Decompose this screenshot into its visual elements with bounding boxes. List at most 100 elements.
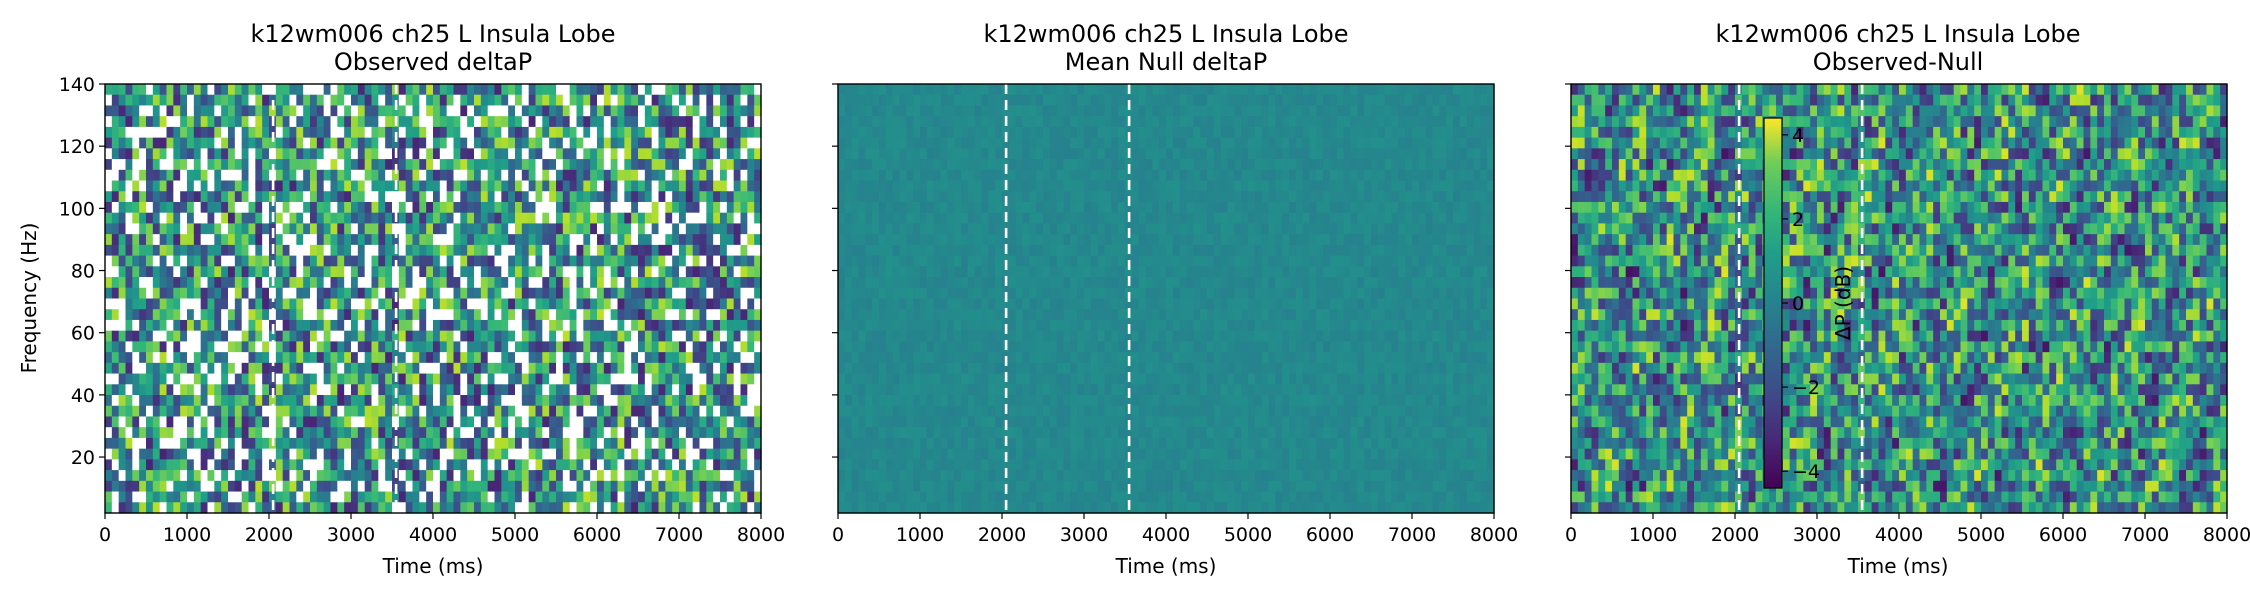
heatmap-cell [685, 212, 694, 225]
heatmap-cell [685, 277, 694, 289]
heatmap-cell [1049, 159, 1058, 171]
heatmap-cell [1241, 191, 1249, 203]
heatmap-cell [679, 437, 687, 450]
heatmap-cell [590, 405, 598, 418]
heatmap-cell [549, 405, 557, 418]
heatmap-cell [672, 319, 680, 332]
heatmap-cell [1090, 137, 1099, 149]
heatmap-cell [412, 137, 420, 149]
heatmap-cell [125, 502, 133, 514]
heatmap-cell [576, 309, 584, 321]
heatmap-cell [180, 266, 188, 278]
heatmap-cell [699, 137, 707, 149]
heatmap-cell [255, 255, 263, 267]
heatmap-cell [535, 223, 543, 235]
heatmap-cell [865, 116, 873, 128]
heatmap-cell [214, 137, 222, 149]
heatmap-cell [583, 266, 591, 278]
heatmap-cell [282, 384, 291, 396]
heatmap-cell [1487, 126, 1495, 139]
heatmap-cell [610, 405, 619, 418]
heatmap-cell [275, 491, 284, 503]
heatmap-cell [624, 448, 632, 460]
heatmap-cell [173, 298, 181, 310]
heatmap-cell [733, 212, 742, 225]
heatmap-cell [453, 277, 461, 289]
heatmap-cell [275, 395, 284, 407]
heatmap-cell [105, 126, 113, 139]
heatmap-cell [713, 169, 721, 182]
heatmap-cell [967, 84, 976, 96]
heatmap-cell [1186, 191, 1194, 203]
heatmap-cell [740, 244, 748, 257]
heatmap-cell [262, 480, 270, 493]
heatmap-cell [337, 137, 345, 149]
heatmap-cell [1213, 159, 1222, 171]
heatmap-cell [583, 373, 591, 385]
panel-1-x-ticks: 0 1000 2000 3000 4000 5000 6000 7000 8000 [99, 513, 785, 546]
heatmap-cell [528, 244, 537, 257]
heatmap-cell [1104, 159, 1112, 171]
heatmap-cell [961, 148, 969, 160]
heatmap-cell [1036, 105, 1044, 117]
heatmap-cell [644, 502, 653, 514]
heatmap-cell [549, 105, 557, 117]
heatmap-cell [665, 180, 673, 192]
heatmap-cell [474, 502, 482, 514]
heatmap-cell [1268, 94, 1276, 107]
heatmap-cell [549, 309, 557, 321]
heatmap-cell [631, 201, 639, 214]
heatmap-cell [405, 255, 414, 267]
heatmap-cell [638, 341, 646, 353]
heatmap-cell [1384, 191, 1393, 203]
heatmap-cell [193, 319, 202, 332]
y-tick-label: 40 [71, 385, 95, 407]
heatmap-cell [439, 191, 448, 203]
heatmap-cell [754, 223, 762, 235]
heatmap-cell [453, 448, 461, 460]
heatmap-cell [467, 459, 475, 471]
heatmap-cell [624, 169, 632, 182]
heatmap-cell [118, 191, 127, 203]
heatmap-cell [562, 244, 571, 257]
heatmap-cell [200, 169, 209, 182]
heatmap-cell [132, 137, 140, 149]
heatmap-cell [562, 277, 571, 289]
heatmap-cell [1138, 94, 1147, 107]
heatmap-cell [569, 255, 578, 267]
heatmap-cell [576, 126, 584, 139]
heatmap-cell [1371, 84, 1379, 96]
heatmap-cell [1015, 137, 1024, 149]
heatmap-cell [665, 491, 673, 503]
heatmap-cell [385, 491, 393, 503]
heatmap-cell [125, 126, 133, 139]
heatmap-cell [494, 448, 502, 460]
heatmap-cell [275, 502, 284, 514]
heatmap-cell [385, 384, 393, 396]
heatmap-cell [940, 159, 948, 171]
heatmap-cell [713, 287, 721, 300]
heatmap-cell [1043, 116, 1051, 128]
heatmap-cell [412, 352, 420, 364]
heatmap-cell [1152, 148, 1160, 160]
heatmap-cell [289, 255, 297, 267]
heatmap-cell [316, 395, 325, 407]
heatmap-cell [337, 169, 345, 182]
heatmap-cell [433, 84, 441, 96]
heatmap-cell [597, 330, 605, 342]
heatmap-cell [1309, 148, 1317, 160]
heatmap-cell [426, 94, 434, 107]
heatmap-cell [255, 266, 263, 278]
panel-1-subtitle: Observed deltaP [334, 48, 532, 76]
heatmap-cell [1090, 191, 1099, 203]
heatmap-cell [1166, 180, 1174, 192]
heatmap-cell [323, 94, 332, 107]
heatmap-cell [603, 352, 612, 364]
heatmap-cell [221, 416, 229, 428]
heatmap-cell [378, 223, 386, 235]
heatmap-cell [453, 427, 461, 439]
heatmap-cell [275, 405, 284, 418]
heatmap-cell [920, 94, 928, 107]
heatmap-cell [706, 373, 714, 385]
heatmap-cell [940, 148, 948, 160]
